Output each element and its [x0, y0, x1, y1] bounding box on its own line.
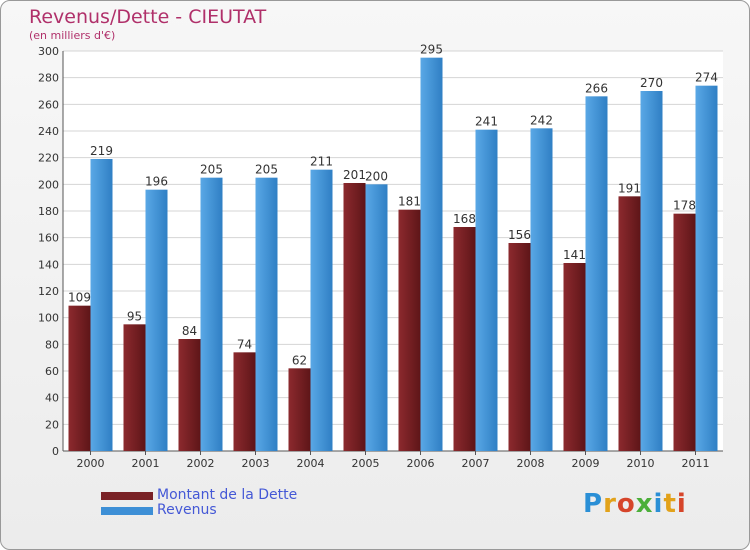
- x-tick-label: 2004: [297, 457, 325, 470]
- chart-title: Revenus/Dette - CIEUTAT: [29, 6, 267, 28]
- legend-label-revenus: Revenus: [157, 502, 217, 518]
- data-label-revenus: 219: [90, 144, 113, 158]
- data-label-revenus: 295: [420, 43, 443, 57]
- bar-dette: [398, 209, 421, 451]
- x-tick-label: 2001: [132, 457, 160, 470]
- y-tick-label: 120: [38, 285, 59, 298]
- bar-revenus: [255, 177, 278, 451]
- data-label-revenus: 241: [475, 115, 498, 129]
- data-label-dette: 74: [237, 337, 252, 351]
- legend-swatch-revenus: [101, 506, 153, 515]
- data-label-dette: 156: [508, 228, 531, 242]
- x-tick-label: 2003: [242, 457, 270, 470]
- y-tick-label: 100: [38, 312, 59, 325]
- proxiti-logo: Proxiti: [583, 489, 687, 519]
- x-tick-label: 2000: [77, 457, 105, 470]
- data-label-dette: 181: [398, 195, 421, 209]
- x-tick-label: 2009: [572, 457, 600, 470]
- bar-dette: [68, 305, 91, 451]
- bar-dette: [233, 352, 256, 451]
- bar-dette: [563, 263, 586, 451]
- x-tick-label: 2002: [187, 457, 215, 470]
- data-label-revenus: 200: [365, 169, 388, 183]
- bar-dette: [508, 243, 531, 451]
- data-label-revenus: 266: [585, 81, 608, 95]
- data-label-dette: 84: [182, 324, 197, 338]
- bar-revenus: [310, 169, 333, 451]
- data-label-revenus: 274: [695, 71, 718, 85]
- y-tick-label: 240: [38, 125, 59, 138]
- bar-revenus: [640, 91, 663, 451]
- data-label-revenus: 211: [310, 155, 333, 169]
- x-tick-label: 2008: [517, 457, 545, 470]
- x-tick-label: 2005: [352, 457, 380, 470]
- y-tick-label: 300: [38, 45, 59, 58]
- legend: Montant de la Dette Revenus: [101, 488, 297, 518]
- bar-dette: [453, 227, 476, 451]
- data-label-dette: 109: [68, 291, 91, 305]
- y-tick-label: 280: [38, 72, 59, 85]
- data-label-dette: 141: [563, 248, 586, 262]
- bar-revenus: [585, 96, 608, 451]
- y-tick-label: 200: [38, 178, 59, 191]
- bar-revenus: [145, 189, 168, 451]
- bar-revenus: [475, 129, 498, 451]
- bar-dette: [123, 324, 146, 451]
- chart-subtitle: (en milliers d'€): [29, 29, 116, 42]
- legend-swatch-dette: [101, 491, 153, 500]
- bar-revenus: [695, 85, 718, 452]
- data-label-dette: 168: [453, 212, 476, 226]
- legend-item-revenus: Revenus: [101, 503, 297, 518]
- data-label-revenus: 196: [145, 175, 168, 189]
- x-tick-label: 2011: [682, 457, 710, 470]
- data-label-revenus: 270: [640, 76, 663, 90]
- y-tick-label: 260: [38, 98, 59, 111]
- y-tick-label: 60: [45, 365, 59, 378]
- data-label-revenus: 205: [200, 163, 223, 177]
- data-label-dette: 201: [343, 168, 366, 182]
- y-tick-label: 160: [38, 232, 59, 245]
- data-label-dette: 178: [673, 199, 696, 213]
- x-tick-label: 2006: [407, 457, 435, 470]
- bar-revenus: [90, 159, 113, 451]
- x-tick-label: 2010: [627, 457, 655, 470]
- data-label-revenus: 242: [530, 113, 553, 127]
- bar-revenus: [530, 128, 553, 451]
- data-label-dette: 95: [127, 309, 142, 323]
- bar-dette: [288, 368, 311, 451]
- legend-item-dette: Montant de la Dette: [101, 488, 297, 503]
- y-tick-label: 220: [38, 152, 59, 165]
- bar-dette: [178, 339, 201, 451]
- bar-revenus: [200, 177, 223, 451]
- y-tick-label: 140: [38, 258, 59, 271]
- y-tick-label: 20: [45, 418, 59, 431]
- y-tick-label: 0: [52, 445, 59, 458]
- legend-label-dette: Montant de la Dette: [157, 487, 298, 503]
- bar-dette: [673, 213, 696, 451]
- bar-dette: [343, 183, 366, 451]
- data-label-dette: 62: [292, 353, 307, 367]
- bar-dette: [618, 196, 641, 451]
- plot-area: [63, 51, 723, 451]
- data-label-dette: 191: [618, 181, 641, 195]
- y-tick-label: 180: [38, 205, 59, 218]
- data-label-revenus: 205: [255, 163, 278, 177]
- y-tick-label: 80: [45, 338, 59, 351]
- bar-revenus: [365, 184, 388, 452]
- x-tick-label: 2007: [462, 457, 490, 470]
- y-tick-label: 40: [45, 392, 59, 405]
- bar-revenus: [420, 57, 443, 452]
